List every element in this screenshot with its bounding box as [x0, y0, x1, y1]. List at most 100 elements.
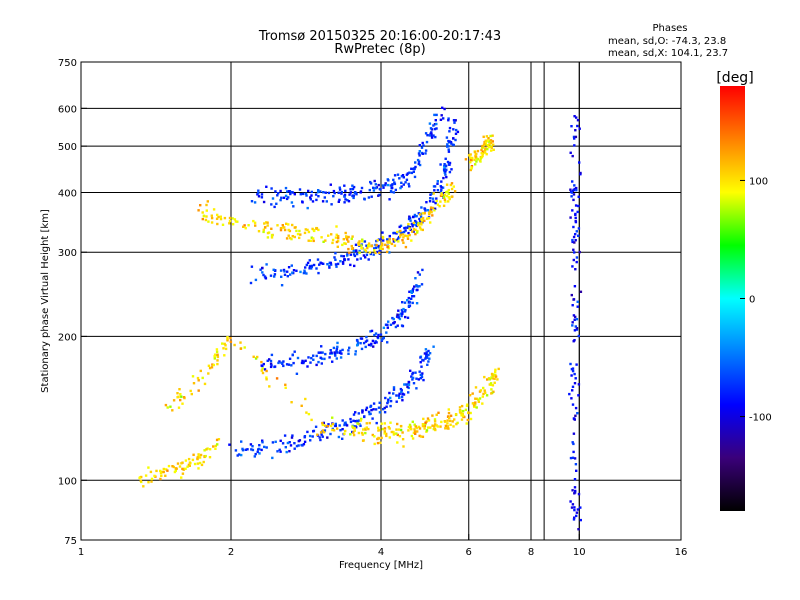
trace-point	[575, 514, 578, 518]
trace-point	[353, 429, 356, 432]
trace-point	[447, 408, 450, 411]
trace-point	[353, 425, 356, 428]
trace-point	[572, 442, 575, 446]
trace-point	[296, 232, 300, 236]
trace-point	[420, 375, 424, 379]
trace-point	[285, 197, 289, 201]
trace-point	[337, 237, 340, 240]
trace-point	[229, 340, 233, 343]
trace-point	[392, 238, 395, 241]
trace-point	[210, 366, 214, 369]
trace-point	[369, 330, 372, 333]
trace-point	[485, 135, 489, 138]
trace-point	[418, 370, 421, 373]
trace-point	[421, 372, 424, 375]
trace-point	[297, 444, 300, 447]
trace-point	[427, 349, 430, 353]
trace-point	[229, 336, 232, 340]
trace-point	[488, 378, 491, 381]
trace-point	[205, 448, 208, 451]
trace-point	[385, 432, 388, 436]
trace-point	[312, 358, 315, 361]
trace-point	[282, 268, 286, 272]
trace-point	[363, 198, 366, 201]
trace-point	[411, 290, 414, 293]
trace-point	[236, 454, 239, 457]
trace-point	[338, 188, 342, 191]
trace-point	[436, 189, 440, 192]
trace-point	[410, 171, 414, 175]
trace-point	[413, 430, 417, 433]
trace-point	[428, 211, 431, 214]
trace-point	[340, 254, 343, 258]
trace-point	[320, 236, 323, 239]
trace-point	[287, 228, 290, 232]
trace-point	[574, 414, 577, 417]
trace-point	[329, 349, 332, 352]
trace-point	[481, 395, 484, 398]
trace-point	[201, 211, 204, 214]
trace-point	[165, 468, 168, 471]
trace-6	[138, 438, 221, 488]
trace-point	[344, 242, 347, 245]
trace-point	[455, 422, 458, 426]
trace-point	[374, 251, 377, 255]
trace-point	[295, 229, 298, 233]
trace-point	[332, 189, 336, 193]
trace-point	[415, 387, 418, 390]
trace-point	[569, 216, 572, 219]
trace-point	[329, 432, 332, 436]
trace-point	[469, 411, 472, 415]
trace-point	[317, 271, 320, 275]
trace-point	[389, 404, 392, 408]
trace-point	[428, 213, 431, 216]
trace-point	[433, 427, 437, 431]
trace-point	[260, 360, 263, 364]
trace-point	[452, 185, 455, 188]
trace-point	[263, 275, 267, 278]
trace-point	[410, 290, 413, 293]
trace-point	[573, 478, 577, 481]
trace-point	[392, 240, 396, 243]
trace-point	[331, 241, 334, 245]
trace-point	[412, 221, 416, 225]
trace-point	[449, 414, 453, 417]
trace-point	[303, 271, 307, 274]
trace-point	[347, 352, 350, 355]
trace-point	[191, 458, 195, 462]
trace-point	[270, 187, 273, 190]
trace-point	[351, 194, 354, 198]
trace-point	[306, 206, 309, 210]
trace-point	[489, 383, 492, 386]
trace-point	[345, 254, 349, 257]
trace-point	[266, 231, 270, 235]
trace-point	[226, 337, 229, 340]
trace-point	[427, 217, 430, 220]
trace-point	[577, 195, 580, 198]
trace-point	[192, 382, 196, 385]
trace-point	[290, 264, 293, 267]
trace-point	[447, 119, 450, 122]
trace-point	[339, 349, 342, 353]
trace-point	[431, 214, 434, 217]
trace-point	[418, 273, 421, 276]
trace-point	[361, 411, 364, 414]
trace-point	[395, 400, 398, 403]
trace-point	[445, 175, 448, 179]
trace-point	[439, 163, 442, 166]
trace-point	[360, 347, 364, 351]
trace-point	[173, 470, 177, 474]
trace-point	[293, 226, 296, 229]
trace-point	[374, 183, 377, 186]
trace-point	[396, 173, 400, 176]
trace-point	[213, 355, 216, 358]
trace-point	[204, 218, 208, 222]
trace-point	[375, 239, 378, 243]
trace-point	[444, 424, 448, 428]
trace-point	[241, 447, 244, 451]
trace-point	[307, 356, 310, 359]
trace-point	[347, 247, 350, 251]
trace-point	[400, 308, 404, 312]
trace-point	[334, 236, 338, 239]
trace-point	[453, 190, 457, 193]
